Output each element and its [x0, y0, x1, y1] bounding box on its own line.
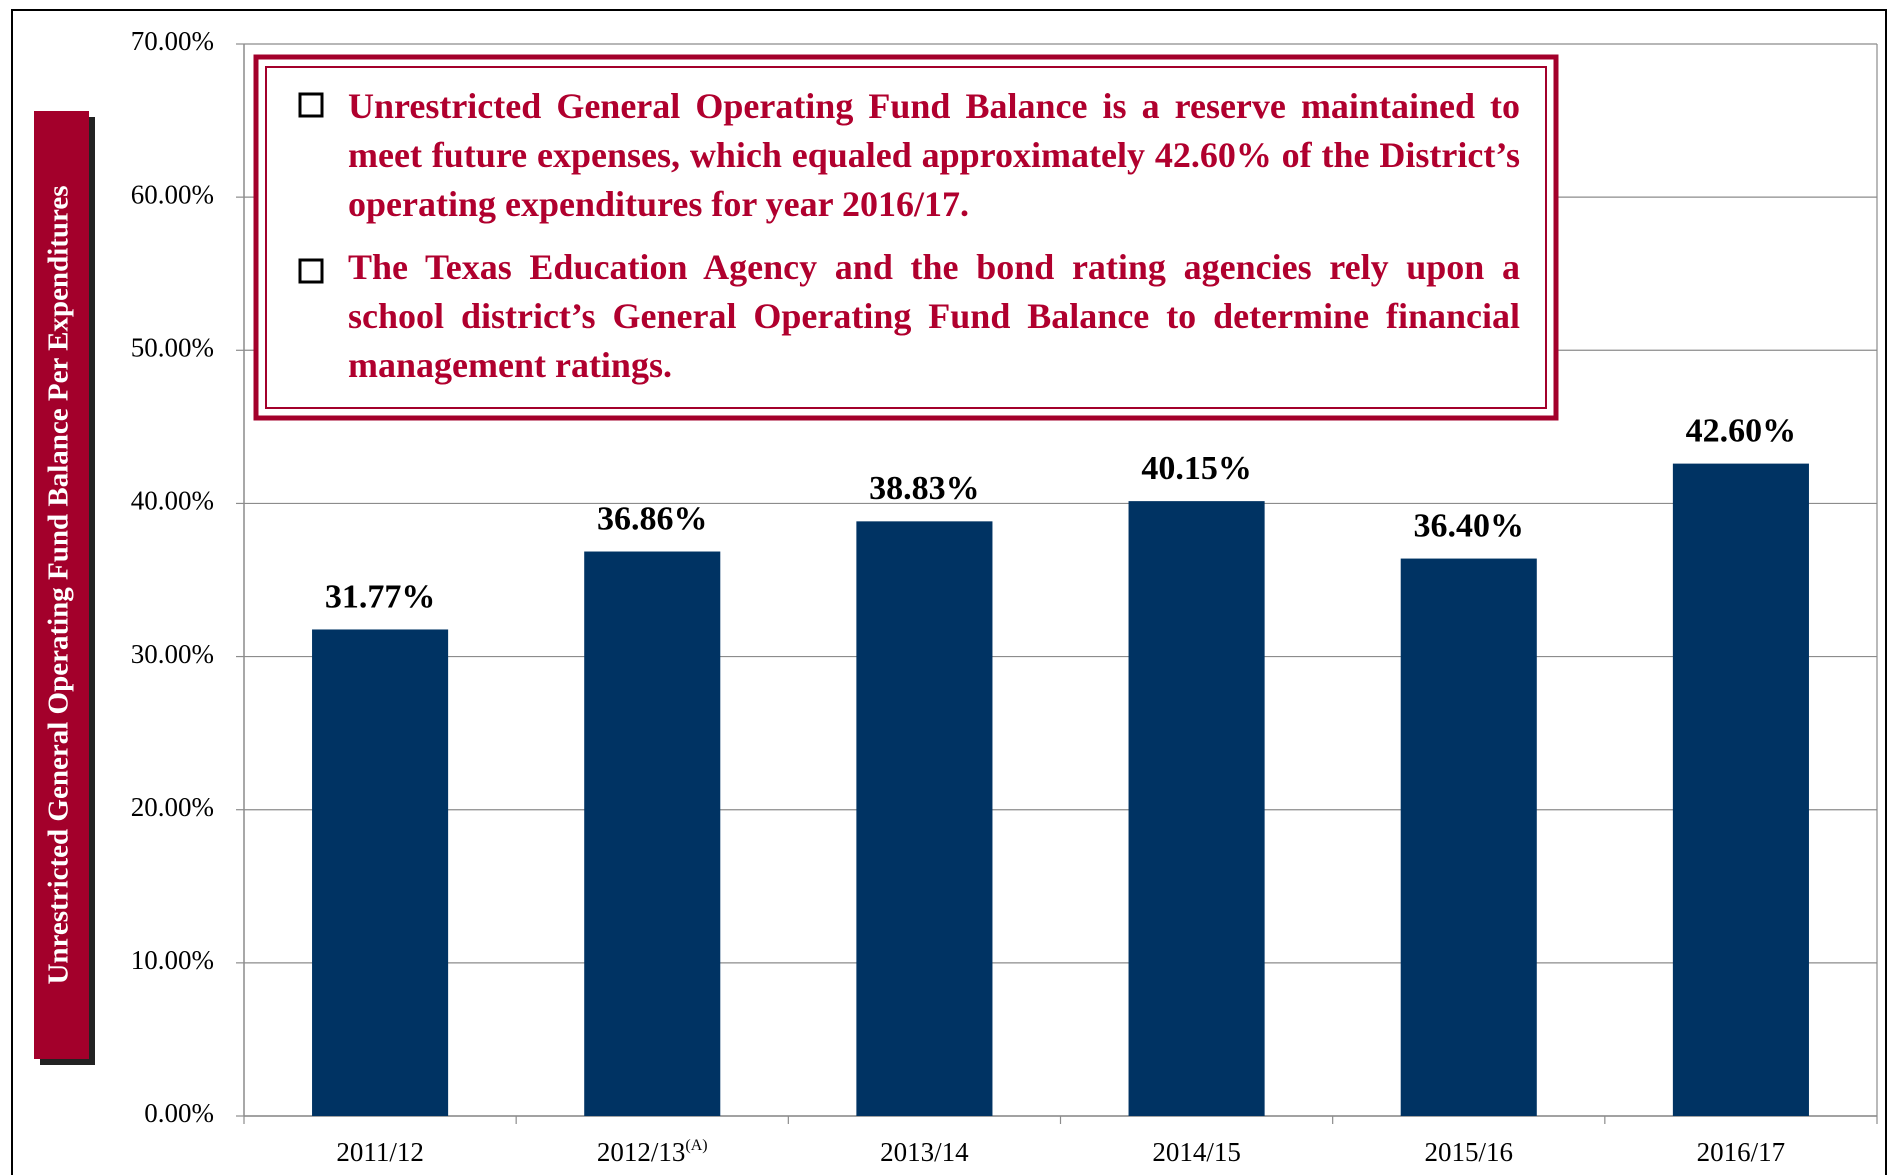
- bar: [584, 551, 721, 1116]
- annotation-inner-border: [265, 66, 1547, 409]
- y-tick-label: 70.00%: [131, 26, 214, 56]
- y-tick-label: 10.00%: [131, 945, 214, 975]
- data-label: 31.77%: [325, 578, 436, 615]
- data-label: 42.60%: [1686, 412, 1797, 449]
- annotation: Unrestricted General Operating Fund Bala…: [348, 86, 1520, 224]
- plot-area: 0.00% 10.00% 20.00% 30.00% 40.00% 50.00% 60.00…: [131, 26, 1878, 1168]
- bar: [312, 629, 449, 1116]
- annotation-text: Unrestricted General Operating Fund Bala…: [348, 86, 1520, 385]
- data-label: 38.83%: [869, 470, 980, 507]
- y-tick-label: 20.00%: [131, 792, 214, 822]
- y-axis-label: Unrestricted General Operating Fund Bala…: [43, 185, 75, 984]
- axis-label-box: [34, 111, 89, 1059]
- x-tick-label: 2013/14: [880, 1137, 969, 1167]
- bullet: [298, 92, 324, 118]
- bullet: [298, 258, 324, 284]
- data-label: 36.86%: [597, 500, 708, 537]
- y-tick-label: 40.00%: [131, 486, 214, 516]
- y-tick-label: 0.00%: [144, 1098, 214, 1128]
- y-tick-label: 30.00%: [131, 639, 214, 669]
- bar: [1128, 501, 1265, 1116]
- x-tick-label: 2016/17: [1697, 1137, 1786, 1167]
- y-tick-label: 60.00%: [131, 179, 214, 209]
- x-tick-label: 2014/15: [1152, 1137, 1241, 1167]
- x-tick-label: 2012/13(A): [597, 1137, 708, 1168]
- bar: [856, 521, 993, 1116]
- annotation: The Texas Education Agency and the bond …: [348, 247, 1520, 385]
- frame: [11, 9, 1887, 1175]
- x-tick-label: 2015/16: [1424, 1137, 1513, 1167]
- annotation-box: [253, 54, 1559, 421]
- x-tick-label: 2011/12: [336, 1137, 424, 1167]
- bar: [1400, 558, 1537, 1116]
- data-label: 36.40%: [1414, 507, 1525, 544]
- data-label: 40.15%: [1141, 450, 1252, 487]
- y-tick-label: 50.00%: [131, 332, 214, 362]
- bar: [1672, 463, 1809, 1116]
